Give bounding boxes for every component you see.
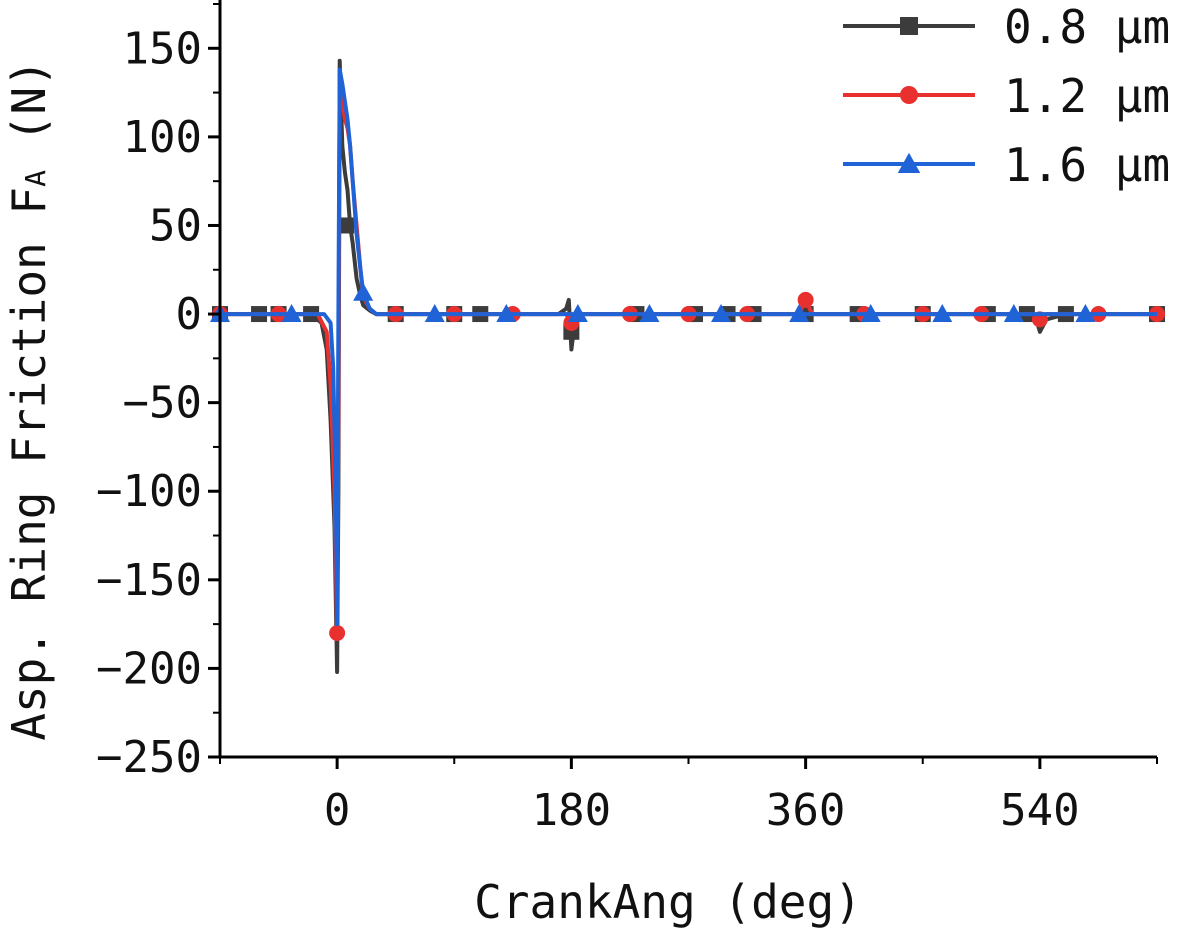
data-point — [1075, 304, 1096, 323]
legend: 0.8 μm 1.2 μm 1.6 μm — [843, 0, 1170, 192]
data-point — [567, 304, 588, 323]
legend-marker — [900, 17, 918, 35]
y-tick-label: −150 — [96, 555, 202, 606]
legend-label: 1.2 μm — [1004, 69, 1170, 123]
axes: 0 180 360 540 150 100 50 0 −50 −100 −150 −200 −250 — [96, 0, 1158, 836]
data-point — [639, 304, 660, 323]
legend-item: 0.8 μm — [843, 0, 1170, 54]
y-tick-label: 150 — [123, 23, 202, 74]
data-point — [338, 217, 355, 234]
y-tick-label: −250 — [96, 732, 202, 783]
data-point — [711, 304, 732, 323]
legend-label: 1.6 μm — [1004, 138, 1170, 192]
y-tick-label: 100 — [123, 112, 202, 163]
legend-item: 1.2 μm — [843, 69, 1170, 123]
y-axis-title-subscript: A — [19, 170, 52, 187]
y-axis-title-main: Asp. Ring Friction F — [2, 187, 56, 741]
y-tick-label: 50 — [149, 200, 202, 251]
x-tick-label: 540 — [1000, 785, 1079, 836]
plot-area — [210, 58, 1165, 674]
x-tick-label: 180 — [532, 785, 611, 836]
data-point — [1003, 304, 1024, 323]
x-axis-title: CrankAng (deg) — [474, 875, 862, 929]
data-point — [789, 304, 810, 323]
y-tick-label: −200 — [96, 643, 202, 694]
x-tick-label: 0 — [324, 785, 351, 836]
y-tick-label: −100 — [96, 466, 202, 517]
y-ticks: 150 100 50 0 −50 −100 −150 −200 −250 — [96, 3, 220, 783]
data-point — [496, 304, 517, 323]
y-tick-label: −50 — [123, 378, 202, 429]
data-point — [329, 624, 346, 641]
y-tick-label: 0 — [176, 289, 203, 340]
y-axis-title-unit: (N) — [2, 59, 56, 170]
legend-marker — [900, 86, 918, 104]
y-axis-title: Asp. Ring Friction FA (N) — [2, 59, 56, 741]
data-point — [281, 304, 302, 323]
data-point — [797, 291, 814, 308]
legend-marker — [897, 152, 921, 173]
data-point — [424, 304, 445, 323]
x-ticks: 0 180 360 540 — [219, 757, 1158, 836]
data-point — [932, 304, 953, 323]
series-line — [220, 67, 1157, 627]
legend-label: 0.8 μm — [1004, 0, 1170, 54]
data-point — [860, 304, 881, 323]
legend-item: 1.6 μm — [843, 138, 1170, 192]
data-point — [353, 282, 374, 301]
x-tick-label: 360 — [766, 785, 845, 836]
